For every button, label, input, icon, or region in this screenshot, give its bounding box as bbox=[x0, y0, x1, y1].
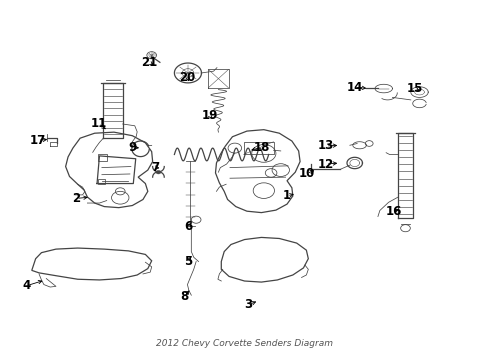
Text: 15: 15 bbox=[406, 82, 422, 95]
Text: 7: 7 bbox=[151, 161, 159, 174]
Text: 4: 4 bbox=[23, 279, 31, 292]
Text: 8: 8 bbox=[180, 291, 188, 303]
Text: 18: 18 bbox=[253, 141, 269, 154]
Text: 11: 11 bbox=[90, 117, 106, 130]
Text: 21: 21 bbox=[141, 56, 157, 69]
Text: 12: 12 bbox=[317, 158, 333, 171]
Text: 2: 2 bbox=[72, 192, 80, 205]
Text: 14: 14 bbox=[346, 81, 362, 94]
Text: 2012 Chevy Corvette Senders Diagram: 2012 Chevy Corvette Senders Diagram bbox=[156, 339, 332, 348]
Text: 1: 1 bbox=[283, 189, 290, 202]
Text: 6: 6 bbox=[183, 220, 192, 233]
Text: 3: 3 bbox=[244, 298, 252, 311]
Text: 20: 20 bbox=[179, 71, 195, 84]
Circle shape bbox=[156, 170, 161, 174]
Text: 17: 17 bbox=[29, 134, 45, 147]
Text: 19: 19 bbox=[201, 109, 218, 122]
Text: 16: 16 bbox=[385, 205, 401, 218]
Text: 9: 9 bbox=[128, 141, 136, 154]
Text: 10: 10 bbox=[298, 167, 314, 180]
Text: 5: 5 bbox=[183, 255, 192, 268]
Text: 13: 13 bbox=[317, 139, 333, 153]
